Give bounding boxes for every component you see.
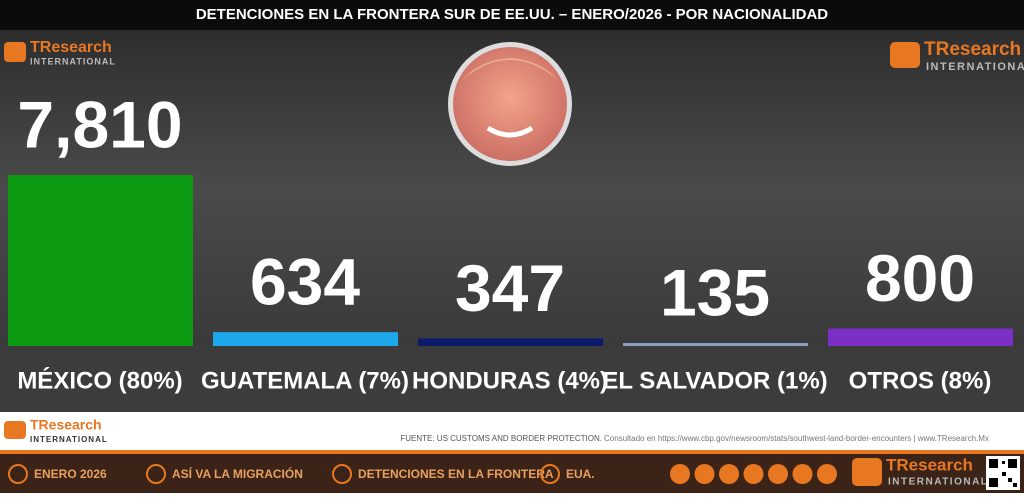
social-icon [743, 464, 764, 484]
logo-name: TResearch [30, 417, 102, 433]
footer-item: ENERO 2026 [34, 467, 107, 481]
category-label: GUATEMALA (7%) [201, 367, 409, 394]
value-label: 634 [250, 245, 360, 319]
social-icon [768, 464, 788, 484]
social-icon [694, 464, 715, 484]
title-bar [0, 0, 1024, 30]
social-icons [670, 464, 837, 484]
social-icon [719, 464, 739, 484]
footer-item: DETENCIONES EN LA FRONTERA [358, 467, 554, 481]
bar [213, 332, 398, 346]
footer-rule [0, 450, 1024, 454]
logo-icon [890, 42, 920, 68]
social-icon [817, 464, 837, 484]
category-label: OTROS (8%) [849, 367, 992, 394]
logo-sub: INTERNATIONAL [888, 477, 988, 488]
logo-left: TResearch INTERNATIONAL [4, 39, 116, 66]
logo-name: TResearch [886, 455, 973, 474]
footer-item: EUA. [566, 467, 595, 481]
value-label: 800 [865, 241, 975, 315]
logo-right: TResearch INTERNATIONAL [890, 39, 1024, 73]
footer-icon [8, 464, 28, 484]
social-icon [670, 464, 690, 484]
source-strip [0, 412, 1024, 450]
value-label: 7,810 [17, 87, 182, 161]
value-label: 135 [660, 255, 770, 329]
bar [8, 175, 193, 346]
logo-sub: INTERNATIONAL [926, 61, 1024, 73]
chart-title: DETENCIONES EN LA FRONTERA SUR DE EE.UU.… [196, 6, 828, 23]
footer-icon [146, 464, 166, 484]
source-consult: Consultado en https://www.cbp.gov/newsro… [604, 434, 989, 443]
category-label: HONDURAS (4%) [412, 367, 608, 394]
logo-name: TResearch [30, 39, 112, 56]
footer-icon [332, 464, 352, 484]
footer-item: ASÍ VA LA MIGRACIÓN [172, 466, 303, 481]
social-icon [792, 464, 813, 484]
bar [828, 328, 1013, 346]
photo-smile [486, 125, 534, 138]
photo [453, 47, 567, 161]
category-label: EL SALVADOR (1%) [602, 367, 827, 394]
photo-hair [462, 58, 558, 80]
logo-name: TResearch [924, 39, 1021, 60]
logo-sub: INTERNATIONAL [30, 435, 108, 444]
logo-icon [4, 421, 26, 439]
logo-icon [852, 458, 882, 486]
bar [623, 343, 808, 346]
bar [418, 338, 603, 346]
category-label: MÉXICO (80%) [17, 366, 182, 394]
footer-icon [540, 464, 560, 484]
value-label: 347 [455, 251, 565, 325]
qr-pattern [989, 459, 1017, 487]
logo-sub: INTERNATIONAL [30, 56, 116, 66]
label-band [0, 346, 1024, 412]
logo-icon [4, 42, 26, 62]
source-label: FUENTE: US CUSTOMS AND BORDER PROTECTION… [400, 434, 602, 443]
